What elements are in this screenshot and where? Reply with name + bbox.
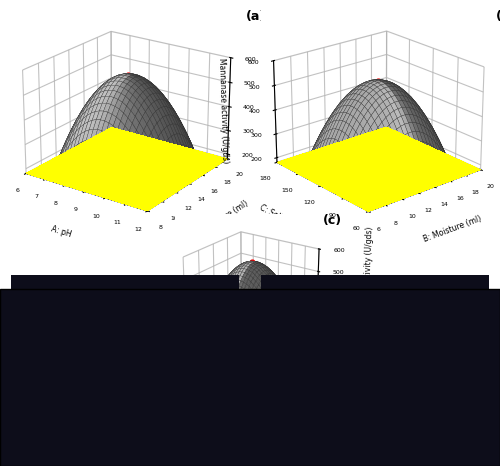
Text: (a): (a) — [246, 10, 266, 23]
Y-axis label: C: Solka floc (ng): C: Solka floc (ng) — [294, 346, 354, 389]
X-axis label: B: Moisture (ml): B: Moisture (ml) — [422, 214, 482, 244]
Text: (c): (c) — [324, 213, 342, 226]
X-axis label: A: pH: A: pH — [50, 225, 72, 240]
Y-axis label: B: Moisture (ml): B: Moisture (ml) — [193, 199, 250, 240]
Y-axis label: C: Solka floc (mg): C: Solka floc (mg) — [258, 203, 322, 243]
X-axis label: A: pH: A: pH — [189, 370, 212, 385]
Text: (b): (b) — [496, 10, 500, 23]
Text: (c): (c) — [372, 453, 392, 466]
